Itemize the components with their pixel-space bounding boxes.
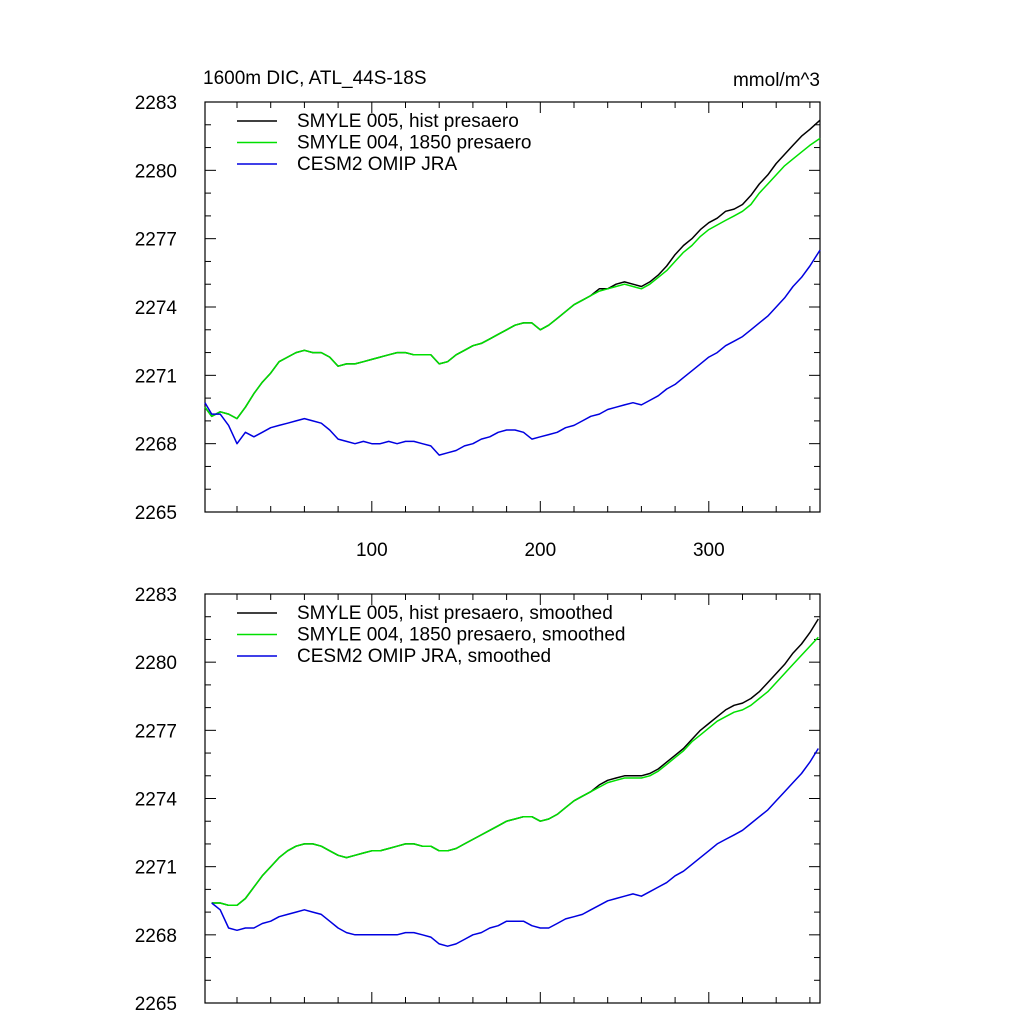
y-tick-label: 2283 xyxy=(135,585,177,606)
y-tick-label: 2274 xyxy=(135,790,178,811)
legend-label: SMYLE 005, hist presaero, smoothed xyxy=(297,603,613,624)
y-tick-label: 2277 xyxy=(135,230,177,251)
series-line-2 xyxy=(211,748,819,947)
y-tick-label: 2283 xyxy=(135,93,177,114)
top-panel: 2265 2268 2271 2274 2277 2280 2283 100 200 300 SMY… xyxy=(135,93,821,561)
x-tick-label: 300 xyxy=(693,540,725,561)
legend-label: SMYLE 005, hist presaero xyxy=(297,111,519,132)
y-tick-label: 2268 xyxy=(135,926,177,947)
legend-label: SMYLE 004, 1850 presaero xyxy=(297,133,532,154)
bottom-panel: 2265 2268 2271 2274 2277 2280 2283 SMYLE 005, h… xyxy=(135,585,821,1015)
legend-label: CESM2 OMIP JRA, smoothed xyxy=(297,646,551,667)
series-line-1 xyxy=(204,137,821,420)
x-tick-label: 100 xyxy=(356,540,388,561)
y-tick-label: 2271 xyxy=(135,858,177,879)
y-tick-label: 2274 xyxy=(135,298,178,319)
x-tick-label: 200 xyxy=(524,540,556,561)
legend-label: CESM2 OMIP JRA xyxy=(297,154,457,175)
y-tick-label: 2265 xyxy=(135,994,177,1015)
y-tick-label: 2271 xyxy=(135,366,177,387)
legend-label: SMYLE 004, 1850 presaero, smoothed xyxy=(297,625,625,646)
chart-title: 1600m DIC, ATL_44S-18S xyxy=(203,68,427,89)
y-tick-label: 2277 xyxy=(135,721,177,742)
y-tick-label: 2268 xyxy=(135,435,177,456)
series-line-2 xyxy=(204,249,821,456)
y-tick-label: 2280 xyxy=(135,161,177,182)
y-tick-label: 2265 xyxy=(135,503,177,524)
y-tick-label: 2280 xyxy=(135,653,177,674)
series-line-1 xyxy=(211,636,819,907)
units-label: mmol/m^3 xyxy=(733,70,820,91)
